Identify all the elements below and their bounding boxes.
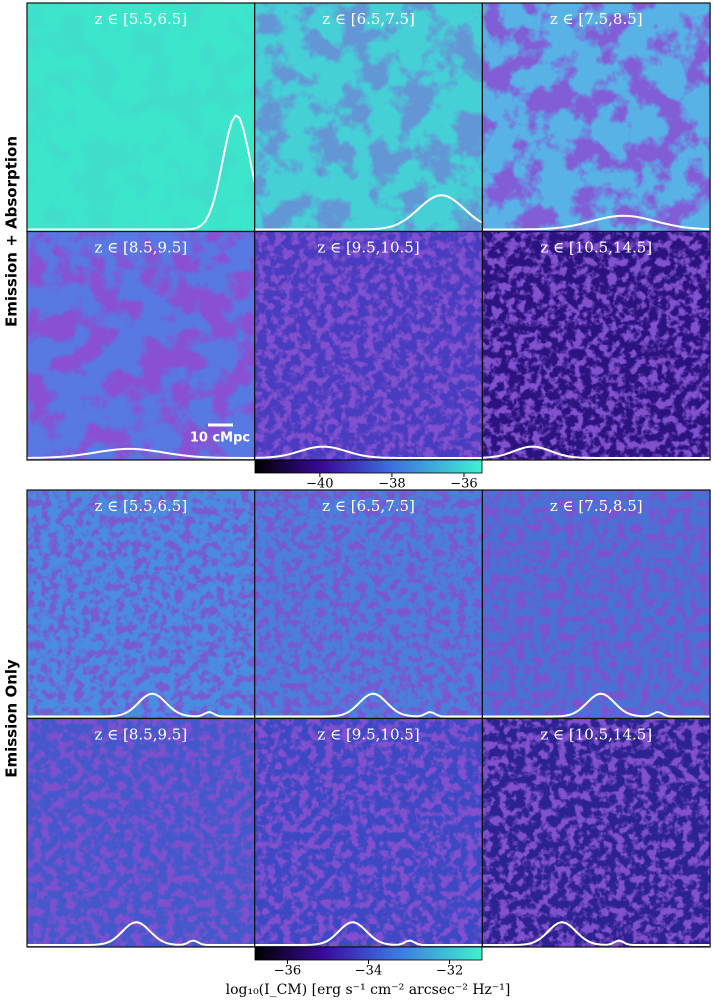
panel-texture	[482, 231, 711, 460]
panel-texture	[482, 718, 711, 947]
panel-label: z ∈ [7.5,8.5]	[550, 497, 643, 515]
panel-texture	[27, 718, 255, 947]
distribution-curve	[27, 921, 255, 946]
colorbar-tick-label: −32	[436, 964, 463, 979]
panel-label: z ∈ [5.5,6.5]	[94, 10, 187, 28]
panel-label: z ∈ [10.5,14.5]	[540, 726, 652, 744]
distribution-curve	[482, 692, 711, 718]
row-label: Emission Only	[3, 659, 21, 778]
panel-label: z ∈ [7.5,8.5]	[550, 10, 643, 28]
colorbar-label: log₁₀(I_CM) [erg s⁻¹ cm⁻² arcsec⁻² Hz⁻¹]	[226, 982, 511, 998]
panel-label: z ∈ [6.5,7.5]	[322, 10, 415, 28]
panel-border	[481, 717, 711, 948]
distribution-curve	[254, 692, 483, 718]
colorbar-tick-label: −40	[306, 477, 333, 492]
panel-texture	[254, 231, 483, 460]
panel-label: z ∈ [6.5,7.5]	[322, 497, 415, 515]
distribution-curve	[482, 445, 711, 459]
panel-texture	[254, 718, 483, 947]
panel-texture	[482, 3, 711, 232]
panel-texture	[27, 3, 255, 232]
panel-border	[481, 230, 711, 461]
panel-texture	[27, 490, 255, 719]
panel-label: z ∈ [9.5,10.5]	[317, 239, 419, 257]
panel-label: z ∈ [8.5,9.5]	[94, 726, 187, 744]
distribution-curve	[482, 214, 711, 231]
colorbar-tick-label: −36	[274, 964, 301, 979]
colorbar-tick-label: −36	[450, 477, 477, 492]
panel-label: z ∈ [10.5,14.5]	[540, 239, 652, 257]
distribution-curve	[254, 194, 483, 231]
distribution-curve	[482, 921, 711, 946]
distribution-curve	[254, 445, 483, 459]
distribution-curve	[27, 447, 255, 459]
panel-label: z ∈ [5.5,6.5]	[94, 497, 187, 515]
distribution-curve	[27, 113, 256, 231]
panel-label: z ∈ [8.5,9.5]	[94, 239, 187, 257]
panel-label: z ∈ [9.5,10.5]	[317, 726, 419, 744]
panel-texture	[27, 231, 255, 460]
panel-texture	[254, 3, 483, 232]
distribution-curve	[27, 692, 255, 718]
distribution-curve	[254, 921, 483, 946]
colorbar-tick-label: −34	[355, 964, 382, 979]
panel-texture	[482, 490, 711, 719]
colorbar	[254, 946, 483, 961]
panel-texture	[254, 490, 483, 719]
scale-bar-label: 10 cMpc	[190, 431, 250, 446]
colorbar	[254, 459, 483, 474]
row-label: Emission + Absorption	[3, 136, 21, 327]
colorbar-tick-label: −38	[378, 477, 405, 492]
